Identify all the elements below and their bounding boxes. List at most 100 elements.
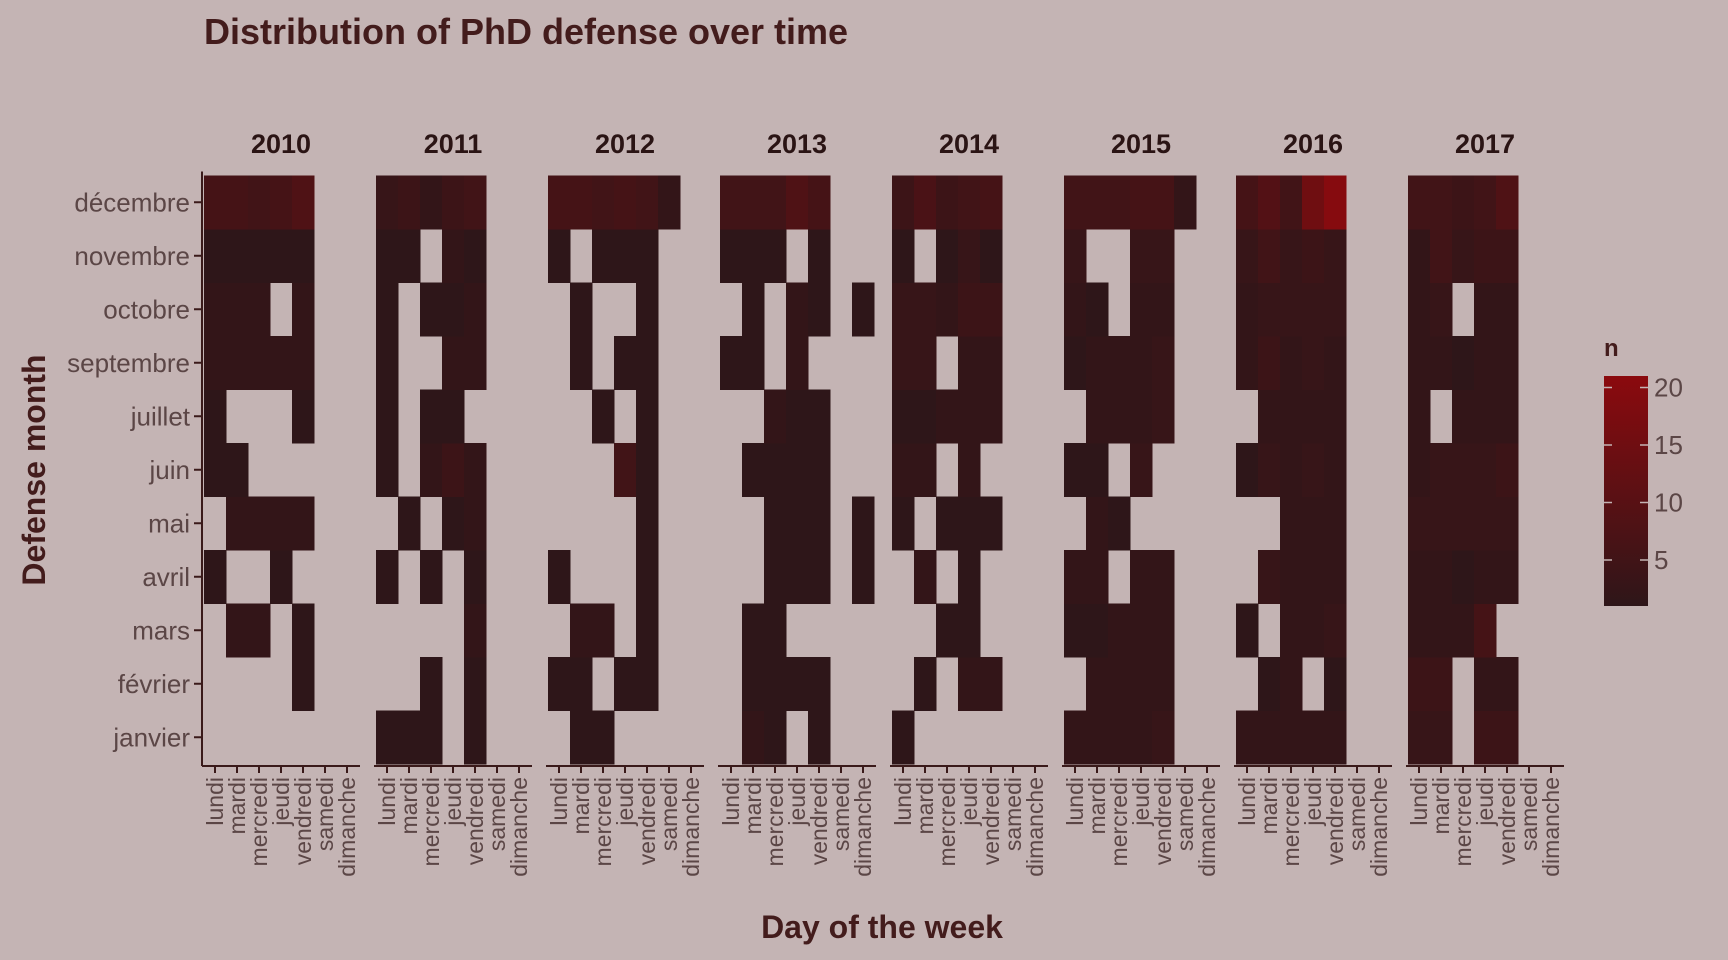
heatmap-cell <box>914 282 937 337</box>
heatmap-cell <box>398 229 421 283</box>
heatmap-cell <box>1108 389 1131 444</box>
heatmap-cell <box>464 550 487 604</box>
heatmap-cell <box>1324 603 1347 658</box>
heatmap-cell <box>1086 282 1109 337</box>
heatmap-cell <box>764 175 787 230</box>
x-tick-label: samedi <box>1172 777 1198 851</box>
heatmap-cell <box>1474 175 1497 230</box>
heatmap-cell <box>614 336 637 390</box>
heatmap-cell <box>1324 175 1347 230</box>
heatmap-cell <box>958 175 981 230</box>
heatmap-cell <box>248 496 271 551</box>
heatmap-cell <box>1152 550 1175 604</box>
heatmap-cell <box>1280 710 1303 765</box>
x-tick-label: dimanche <box>1022 777 1048 877</box>
heatmap-cell <box>1430 550 1453 604</box>
x-tick-label: samedi <box>828 777 854 851</box>
heatmap-cell <box>592 389 615 444</box>
heatmap-cell <box>1064 603 1087 658</box>
heatmap-cell <box>1474 550 1497 604</box>
x-tick-label: vendredi <box>806 777 832 865</box>
heatmap-cell <box>570 336 593 390</box>
heatmap-cell <box>1408 550 1431 604</box>
heatmap-cell <box>958 496 981 551</box>
heatmap-cell <box>1280 443 1303 497</box>
heatmap-cell <box>614 657 637 711</box>
heatmap-cell <box>270 496 293 551</box>
x-tick-label: samedi <box>1516 777 1542 851</box>
heatmap-cell <box>786 496 809 551</box>
heatmap-cell <box>1302 603 1325 658</box>
heatmap-cell <box>1108 336 1131 390</box>
heatmap-cell <box>1258 710 1281 765</box>
heatmap-cell <box>1108 496 1131 551</box>
heatmap-cell <box>852 550 875 604</box>
heatmap-cell <box>270 336 293 390</box>
heatmap-cell <box>420 710 443 765</box>
heatmap-cell <box>980 175 1003 230</box>
facet-panel-2012: 2012 lundimardimercredijeudivendredisamed… <box>546 129 704 877</box>
y-tick-label: février <box>118 669 191 699</box>
heatmap-cell <box>1452 336 1475 390</box>
heatmap-cell <box>1086 443 1109 497</box>
heatmap-cell <box>464 710 487 765</box>
x-tick-label: mercredi <box>590 777 616 866</box>
y-tick-label: mai <box>148 508 190 538</box>
heatmap-cell <box>292 603 315 658</box>
x-tick-label: samedi <box>484 777 510 851</box>
facet-panel-2010: 2010 lundimardimercredijeudivendredisamed… <box>202 129 360 877</box>
x-tick-label: dimanche <box>1366 777 1392 877</box>
heatmap-cell <box>808 550 831 604</box>
x-tick-label: mercredi <box>418 777 444 866</box>
heatmap-cell <box>1496 229 1519 283</box>
heatmap-cell <box>892 282 915 337</box>
heatmap-cell <box>1280 550 1303 604</box>
heatmap-cell <box>720 175 743 230</box>
heatmap-cell <box>914 657 937 711</box>
heatmap-cell <box>980 336 1003 390</box>
heatmap-cell <box>1280 657 1303 711</box>
y-tick-label: septembre <box>67 348 190 378</box>
heatmap-cell <box>464 229 487 283</box>
heatmap-cell <box>570 282 593 337</box>
x-tick-label: samedi <box>312 777 338 851</box>
heatmap-cell <box>420 657 443 711</box>
x-tick-label: mercredi <box>934 777 960 866</box>
x-tick-label: dimanche <box>1194 777 1220 877</box>
heatmap-cell <box>1496 496 1519 551</box>
x-tick-label: jeudi <box>784 777 810 827</box>
heatmap-cell <box>1280 389 1303 444</box>
heatmap-cell <box>764 389 787 444</box>
heatmap-cell <box>398 175 421 230</box>
heatmap-cell <box>1130 229 1153 283</box>
x-tick-label: mardi <box>912 777 938 835</box>
heatmap-cell <box>720 229 743 283</box>
heatmap-cell <box>1452 175 1475 230</box>
heatmap-cell <box>1324 229 1347 283</box>
heatmap-cell <box>1302 496 1325 551</box>
heatmap-cell <box>1452 229 1475 283</box>
heatmap-cell <box>764 443 787 497</box>
heatmap-cell <box>420 550 443 604</box>
heatmap-cell <box>786 657 809 711</box>
heatmap-cell <box>420 175 443 230</box>
heatmap-cell <box>570 657 593 711</box>
heatmap-cell <box>1430 603 1453 658</box>
heatmap-cell <box>1452 603 1475 658</box>
heatmap-cell <box>420 282 443 337</box>
heatmap-cell <box>1474 389 1497 444</box>
heatmap-cell <box>1430 657 1453 711</box>
heatmap-cell <box>570 603 593 658</box>
x-tick-label: mardi <box>1256 777 1282 835</box>
heatmap-cell <box>764 657 787 711</box>
heatmap-cell <box>1430 229 1453 283</box>
heatmap-cell <box>1130 389 1153 444</box>
x-tick-label: mercredi <box>1106 777 1132 866</box>
heatmap-cell <box>548 550 571 604</box>
heatmap-cell <box>1302 336 1325 390</box>
heatmap-cell <box>1280 229 1303 283</box>
x-tick-label: jeudi <box>268 777 294 827</box>
x-tick-label: samedi <box>656 777 682 851</box>
heatmap-cell <box>1130 443 1153 497</box>
